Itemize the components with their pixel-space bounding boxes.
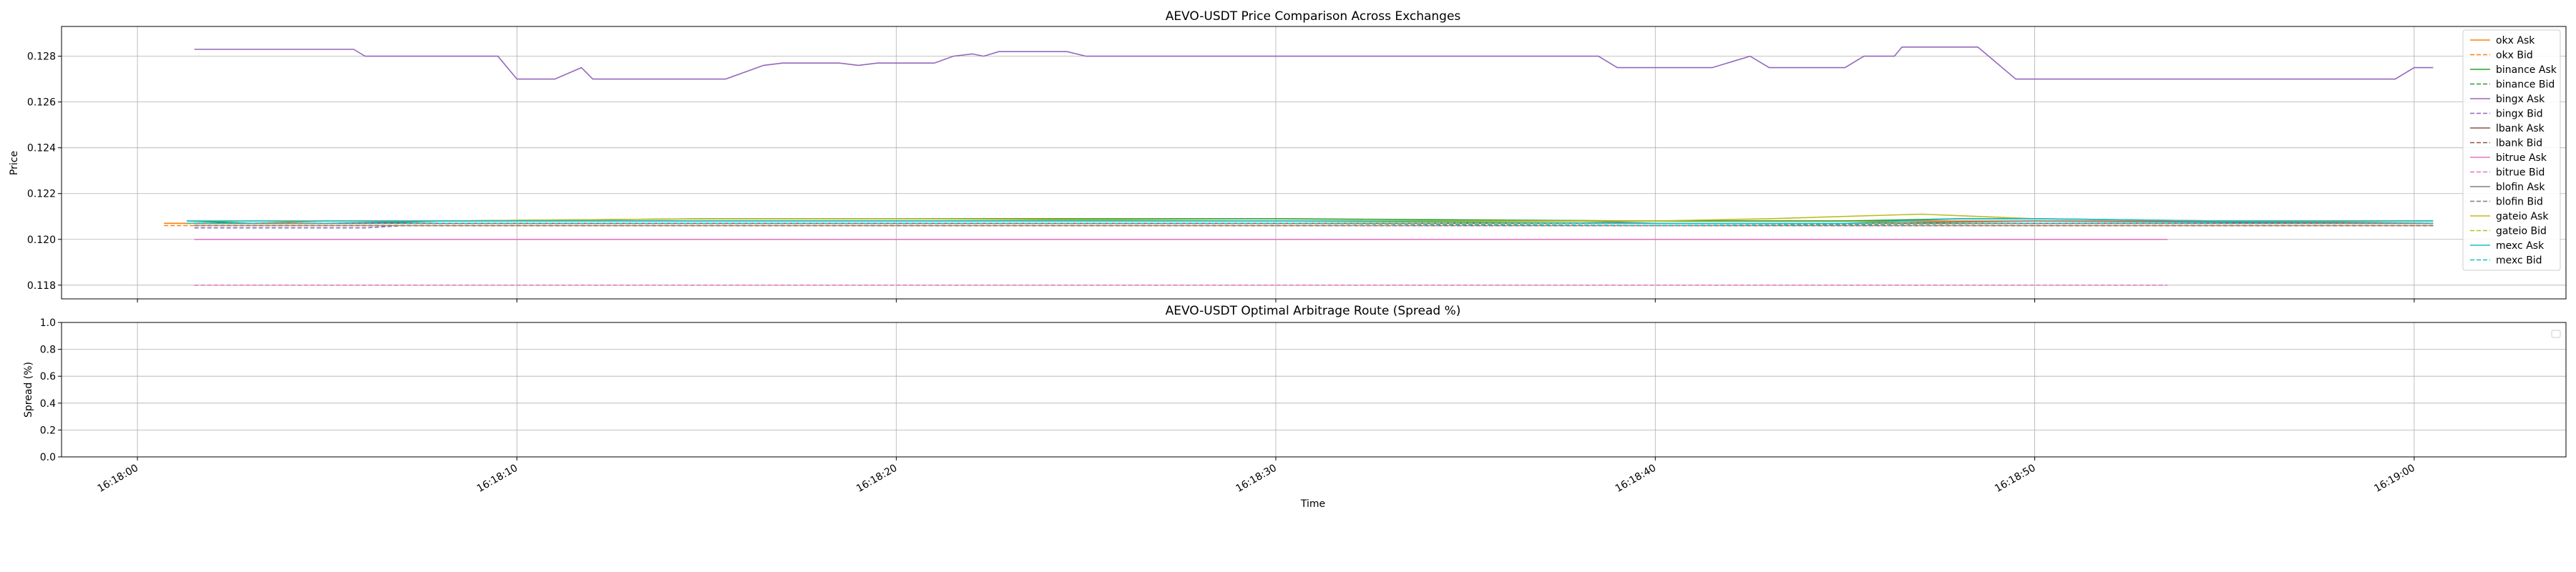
- price-y-tick-label-1: 0.120: [27, 235, 56, 246]
- price-axes-frame: [61, 26, 2567, 300]
- price-y-tick-label-5: 0.128: [27, 51, 56, 63]
- spread-legend-box: [2551, 330, 2561, 338]
- spread-chart-title: AEVO-USDT Optimal Arbitrage Route (Sprea…: [1166, 304, 1461, 318]
- legend-label-bingx-bid: bingx Bid: [2496, 109, 2543, 120]
- spread-y-ticks: 0.0 0.2 0.4 0.6 0.8 1.0: [40, 317, 62, 463]
- spread-x-tick-label-1: 16:18:10: [475, 463, 519, 495]
- series-line-mexc-bid: [187, 222, 2434, 227]
- price-legend-box: [2462, 29, 2561, 271]
- legend-label-blofin-ask: blofin Ask: [2496, 182, 2545, 193]
- spread-x-tick-label-2: 16:18:20: [854, 463, 899, 495]
- legend-label-lbank-bid: lbank Bid: [2496, 138, 2542, 149]
- legend-label-lbank-ask: lbank Ask: [2496, 123, 2545, 134]
- price-y-axis-label: Price: [9, 151, 20, 175]
- legend-label-blofin-bid: blofin Bid: [2496, 197, 2543, 208]
- price-legend: okx Ask okx Bid binance Ask binance Bid bing…: [2462, 29, 2561, 271]
- spread-panel: AEVO-USDT Optimal Arbitrage Route (Sprea…: [23, 304, 2567, 510]
- legend-label-binance-bid: binance Bid: [2496, 79, 2555, 91]
- price-x-ticks: [137, 299, 2415, 302]
- series-line-bingx-ask: [194, 46, 2434, 80]
- spread-x-tick-label-0: 16:18:00: [96, 463, 140, 495]
- legend-label-binance-ask: binance Ask: [2496, 64, 2557, 76]
- legend-label-okx-ask: okx Ask: [2496, 35, 2535, 46]
- spread-y-tick-label-4: 0.8: [40, 345, 56, 356]
- price-grid: [62, 26, 2566, 299]
- spread-y-tick-label-0: 0.0: [40, 452, 56, 463]
- spread-y-tick-label-3: 0.6: [40, 371, 56, 383]
- spread-x-tick-label-4: 16:18:40: [1614, 463, 1658, 495]
- spread-axes-frame: [61, 322, 2567, 458]
- legend-label-gateio-bid: gateio Bid: [2496, 226, 2547, 237]
- legend-label-bitrue-ask: bitrue Ask: [2496, 152, 2547, 164]
- legend-label-bitrue-bid: bitrue Bid: [2496, 167, 2545, 179]
- spread-y-tick-label-2: 0.4: [40, 398, 56, 410]
- price-y-tick-label-0: 0.118: [27, 280, 56, 292]
- legend-label-gateio-ask: gateio Ask: [2496, 211, 2549, 222]
- spread-x-tick-label-5: 16:18:50: [1993, 463, 2037, 495]
- legend-label-bingx-ask: bingx Ask: [2496, 94, 2545, 105]
- price-comparison-panel: AEVO-USDT Price Comparison Across Exchan…: [9, 9, 2567, 302]
- series-line-mexc-ask: [187, 218, 2434, 225]
- spread-x-axis-label: Time: [1300, 498, 1325, 510]
- spread-x-tick-label-3: 16:18:30: [1234, 463, 1279, 495]
- spread-y-tick-label-1: 0.2: [40, 425, 56, 436]
- legend-label-mexc-bid: mexc Bid: [2496, 255, 2542, 267]
- price-y-tick-label-4: 0.126: [27, 97, 56, 109]
- legend-label-okx-bid: okx Bid: [2496, 50, 2533, 61]
- price-y-ticks: 0.118 0.120 0.122 0.124 0.126 0.128: [27, 51, 62, 292]
- spread-y-axis-label: Spread (%): [23, 362, 34, 418]
- price-y-tick-label-2: 0.122: [27, 189, 56, 200]
- spread-y-tick-label-5: 1.0: [40, 317, 56, 329]
- price-chart-title: AEVO-USDT Price Comparison Across Exchan…: [1166, 9, 1461, 24]
- price-y-tick-label-3: 0.124: [27, 143, 56, 154]
- spread-x-ticks: 16:18:00 16:18:10 16:18:20 16:18:30 16:18:40…: [96, 457, 2417, 495]
- price-series-lines: [164, 46, 2434, 286]
- legend-label-mexc-ask: mexc Ask: [2496, 240, 2545, 252]
- spread-x-tick-label-6: 16:19:00: [2372, 463, 2416, 495]
- spread-grid: [62, 322, 2566, 458]
